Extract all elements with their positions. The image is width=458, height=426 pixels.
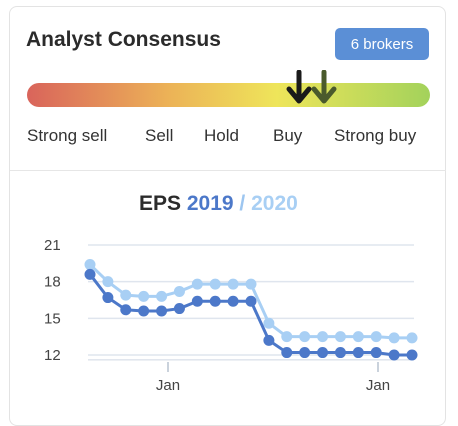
data-point-2020 [84, 259, 96, 271]
eps-line-chart: 21 18 15 12 Jan Jan [44, 237, 418, 394]
data-point-2019 [173, 303, 185, 315]
data-point-2019 [245, 295, 257, 307]
data-point-2020 [245, 278, 257, 290]
label-strong-buy: Strong buy [334, 126, 417, 145]
y-tick-label: 12 [44, 347, 61, 364]
eps-label: EPS [139, 192, 182, 215]
data-point-2020 [173, 285, 185, 297]
y-tick-label: 18 [44, 274, 61, 291]
data-point-2020 [191, 278, 203, 290]
card-title: Analyst Consensus [26, 28, 221, 51]
legend-separator: / [233, 192, 246, 215]
legend-2019[interactable]: 2019 [186, 192, 234, 215]
data-point-2020 [138, 290, 150, 302]
eps-chart-title: EPS 2019 / 2020 [139, 192, 298, 216]
data-point-2019 [334, 347, 346, 359]
data-point-2020 [299, 331, 311, 343]
legend-2020[interactable]: 2020 [251, 192, 298, 215]
data-point-2019 [120, 304, 132, 316]
brokers-badge[interactable]: 6 brokers [335, 28, 429, 60]
data-point-2020 [370, 331, 382, 343]
data-point-2019 [209, 295, 221, 307]
data-point-2020 [281, 331, 293, 343]
data-point-2020 [227, 278, 239, 290]
y-tick-label: 15 [44, 310, 61, 327]
data-point-2020 [120, 289, 132, 301]
data-point-2019 [352, 347, 364, 359]
data-point-2020 [317, 331, 329, 343]
data-point-2019 [299, 347, 311, 359]
consensus-gauge [27, 83, 430, 107]
data-point-2019 [370, 347, 382, 359]
data-point-2019 [388, 349, 400, 361]
label-hold: Hold [204, 126, 239, 145]
data-point-2020 [263, 317, 275, 329]
x-tick-label: Jan [366, 377, 390, 394]
data-point-2020 [102, 276, 114, 288]
data-point-2019 [263, 334, 275, 346]
label-buy: Buy [273, 126, 303, 145]
y-tick-label: 21 [44, 237, 61, 254]
data-point-2019 [84, 268, 96, 280]
x-tick-label: Jan [156, 377, 180, 394]
data-point-2019 [191, 295, 203, 307]
data-point-2020 [334, 331, 346, 343]
section-divider [10, 170, 446, 171]
data-point-2020 [388, 332, 400, 344]
data-point-2020 [156, 290, 168, 302]
data-point-2020 [209, 278, 221, 290]
label-strong-sell: Strong sell [27, 126, 108, 145]
data-point-2019 [138, 305, 150, 317]
data-point-2019 [406, 349, 418, 361]
data-point-2019 [227, 295, 239, 307]
current-rating-arrow-icon [286, 70, 312, 104]
previous-rating-arrow-icon [311, 70, 337, 104]
data-point-2019 [102, 292, 114, 304]
data-point-2020 [352, 331, 364, 343]
data-point-2019 [317, 347, 329, 359]
data-point-2019 [281, 347, 293, 359]
label-sell: Sell [145, 126, 174, 145]
data-point-2019 [156, 305, 168, 317]
data-point-2020 [406, 332, 418, 344]
